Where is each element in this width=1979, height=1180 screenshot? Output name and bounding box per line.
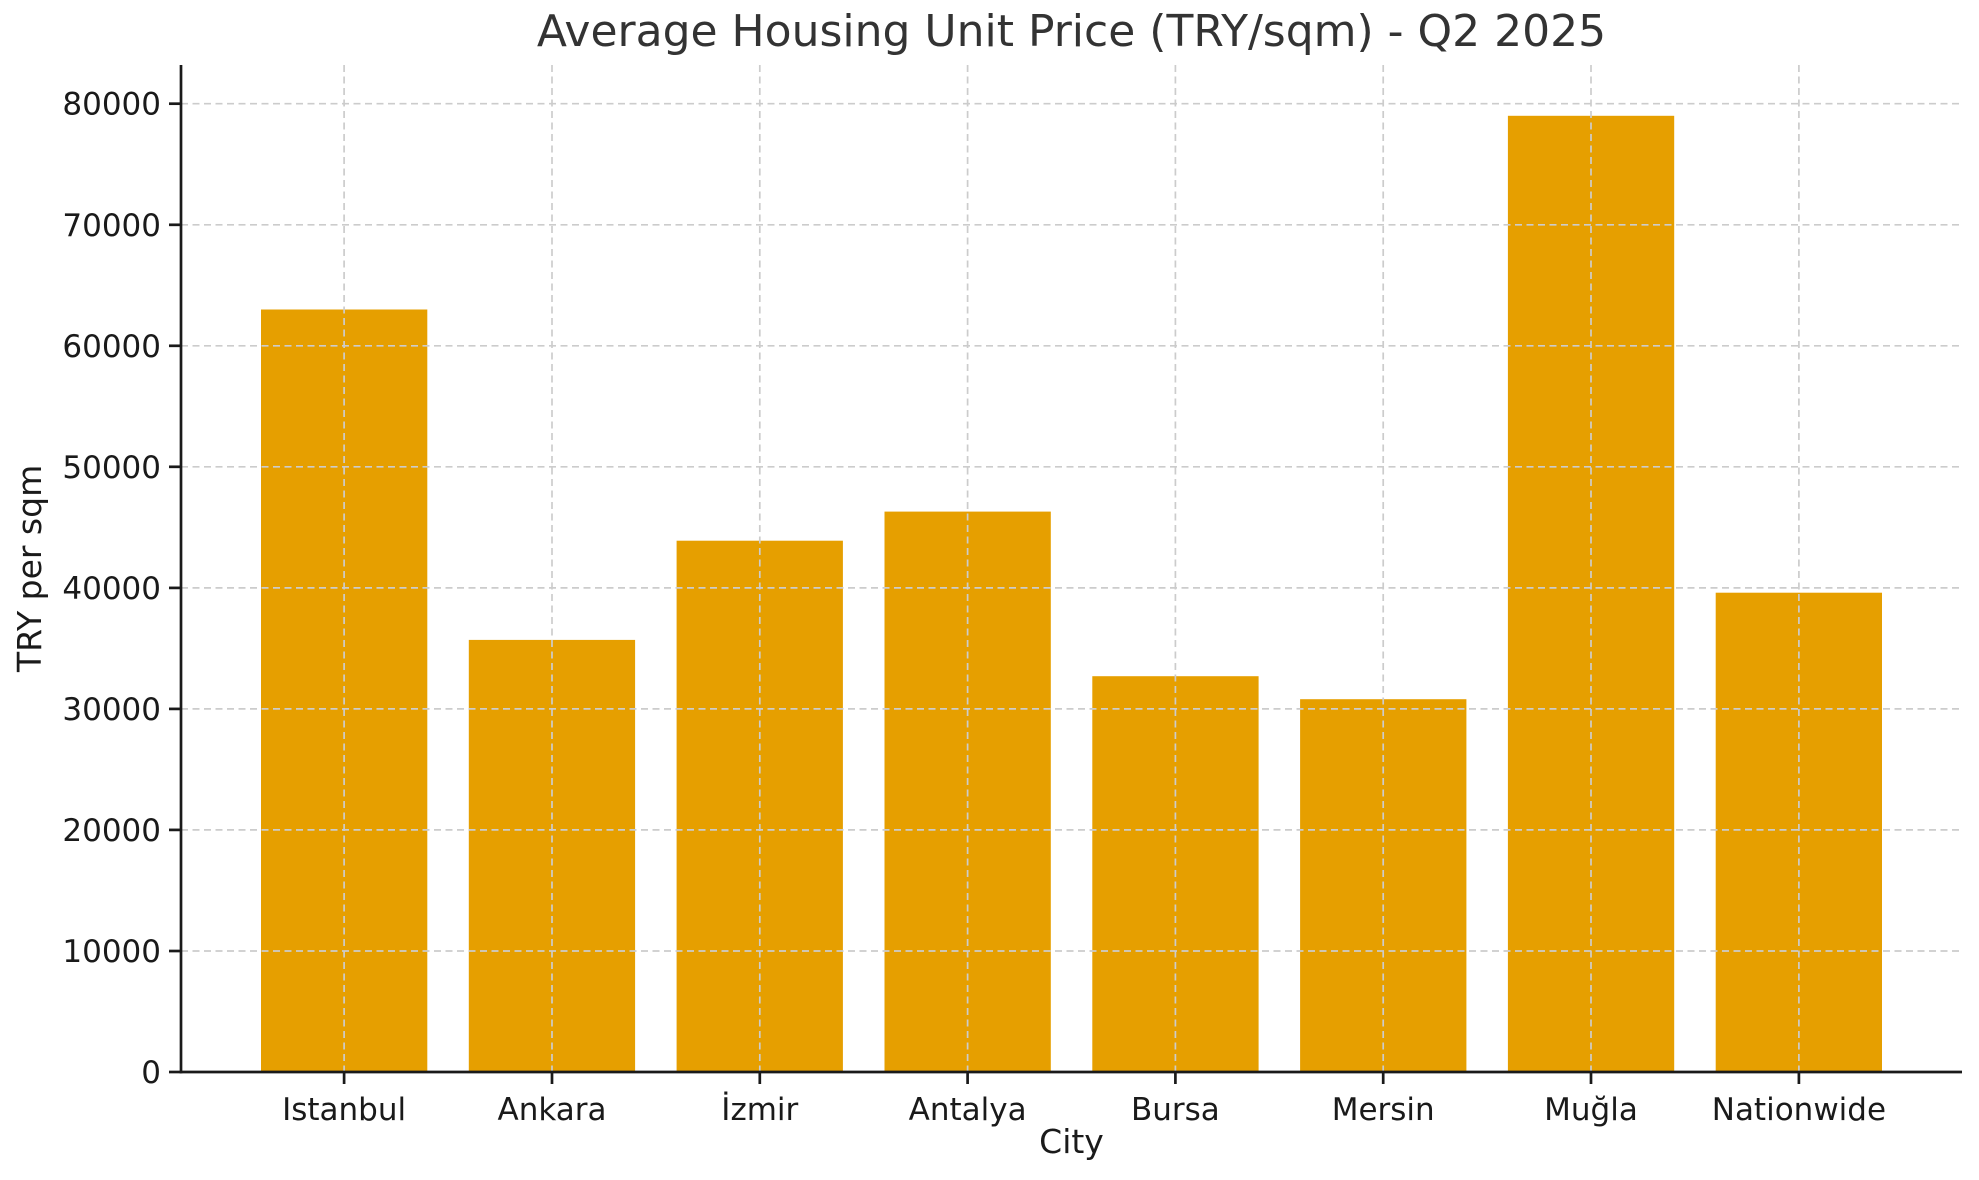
y-tick-label: 20000 xyxy=(62,813,161,849)
y-tick-label: 10000 xyxy=(62,934,161,970)
x-tick-label-izmir: İzmir xyxy=(721,1092,798,1128)
y-tick-label: 80000 xyxy=(62,87,161,123)
y-tick-label: 50000 xyxy=(62,450,161,486)
x-tick-label-bursa: Bursa xyxy=(1131,1092,1220,1128)
x-tick-label-antalya: Antalya xyxy=(909,1092,1027,1128)
x-axis-label: City xyxy=(1039,1122,1104,1161)
x-tick-label-mugla: Muğla xyxy=(1544,1092,1638,1128)
y-tick-label: 30000 xyxy=(62,692,161,728)
chart-title: Average Housing Unit Price (TRY/sqm) - Q… xyxy=(536,6,1607,57)
y-tick-label: 0 xyxy=(141,1055,161,1091)
x-tick-label-mersin: Mersin xyxy=(1332,1092,1435,1128)
y-tick-label: 60000 xyxy=(62,329,161,365)
x-tick-label-nationwide: Nationwide xyxy=(1712,1092,1886,1128)
bar-nationwide xyxy=(1715,592,1882,1072)
x-tick-label-ankara: Ankara xyxy=(498,1092,607,1128)
bar-ankara xyxy=(468,639,636,1072)
y-tick-label: 70000 xyxy=(62,208,161,244)
x-tick-label-istanbul: Istanbul xyxy=(282,1092,406,1128)
y-tick-label: 40000 xyxy=(62,571,161,607)
